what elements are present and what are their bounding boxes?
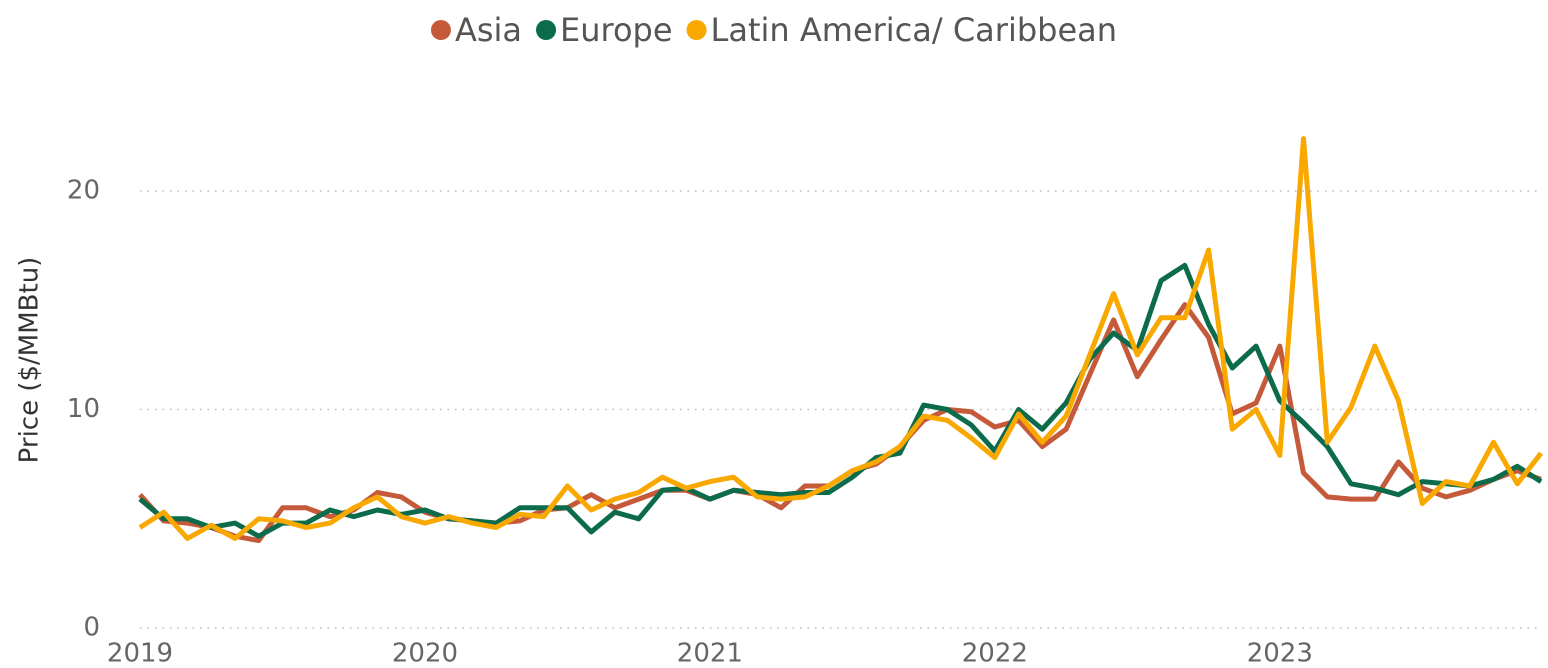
x-tick-label: 2020 [392,639,458,668]
legend-marker [686,20,707,40]
legend: Asia Europe Latin America/ Caribbean [430,11,1117,49]
line-series [138,262,1543,539]
x-tick-label: 2021 [677,639,743,668]
y-tick-label: 10 [67,394,100,424]
x-tick-label: 2019 [107,639,173,668]
line-series [138,302,1542,544]
legend-label: Asia [455,11,522,49]
legend-label: Europe [560,11,673,49]
legend-marker [536,20,557,40]
x-tick-label: 2022 [962,639,1028,668]
y-tick-label: 20 [67,176,100,206]
y-tick-label: 0 [83,613,100,643]
line-series [138,136,1543,541]
legend-label: Latin America/ Caribbean [711,11,1117,49]
x-tick-label: 2023 [1247,639,1313,668]
y-axis-label: Price ($/MMBtu) [15,257,45,464]
legend-marker [430,20,451,40]
